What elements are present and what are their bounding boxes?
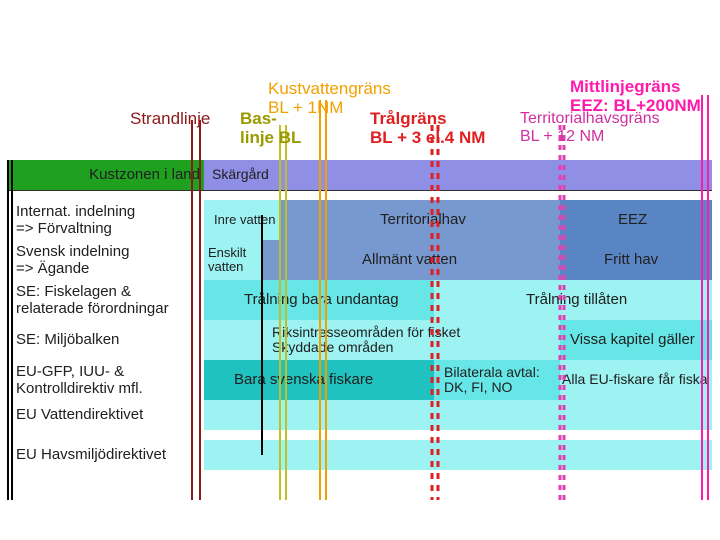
row-label: SE: Miljöbalken	[16, 320, 200, 360]
zone-cell	[204, 440, 712, 470]
zone-cell-text: Inre vatten	[214, 200, 276, 240]
zone-cell-text: Enskilt vatten	[208, 240, 258, 280]
zone-cell-text: Bilaterala avtal:DK, FI, NO	[444, 360, 556, 400]
row-label: Svensk indelning=> Ägande	[16, 240, 200, 280]
zone-cell-text: Riksintresseområden för fisketSkyddade o…	[272, 320, 556, 360]
header-tral: TrålgränsBL + 3 el.4 NM	[370, 110, 485, 147]
zone-cell	[204, 160, 712, 190]
zone-cell	[204, 400, 712, 430]
zone-cell-text: Fritt hav	[604, 240, 658, 280]
maritime-zones-diagram: Skärgård Kustzonen i land Inre vatten Terri…	[0, 0, 720, 540]
zone-cell-text: Vissa kapitel gäller	[570, 320, 695, 360]
zone-cell-text: Alla EU-fiskare får fiska	[562, 360, 707, 400]
row-label: EU Havsmiljödirektivet	[16, 440, 200, 470]
header-mitt: MittlinjegränsEEZ: BL+200NM	[570, 78, 701, 115]
zone-cell-text: EEZ	[618, 200, 647, 240]
row-label: EU-GFP, IUU- &Kontrolldirektiv mfl.	[16, 360, 200, 400]
row-label: Kustzonen i land	[16, 160, 200, 190]
row-label: Internat. indelning=> Förvaltning	[16, 200, 200, 240]
row-label: EU Vattendirektivet	[16, 400, 200, 430]
zone-cell-text: Trålning tillåten	[526, 280, 627, 320]
zone-cell-text: Allmänt vatten	[362, 240, 457, 280]
header-strand: Strandlinje	[130, 110, 210, 129]
zone-cell-text: Territorialhav	[380, 200, 466, 240]
zone-cell-text: Skärgård	[212, 160, 269, 190]
zone-cell-text: Bara svenska fiskare	[234, 360, 373, 400]
row-label: SE: Fiskelagen &relaterade förordningar	[16, 280, 200, 320]
zone-cell-text: Trålning bara undantag	[244, 280, 399, 320]
